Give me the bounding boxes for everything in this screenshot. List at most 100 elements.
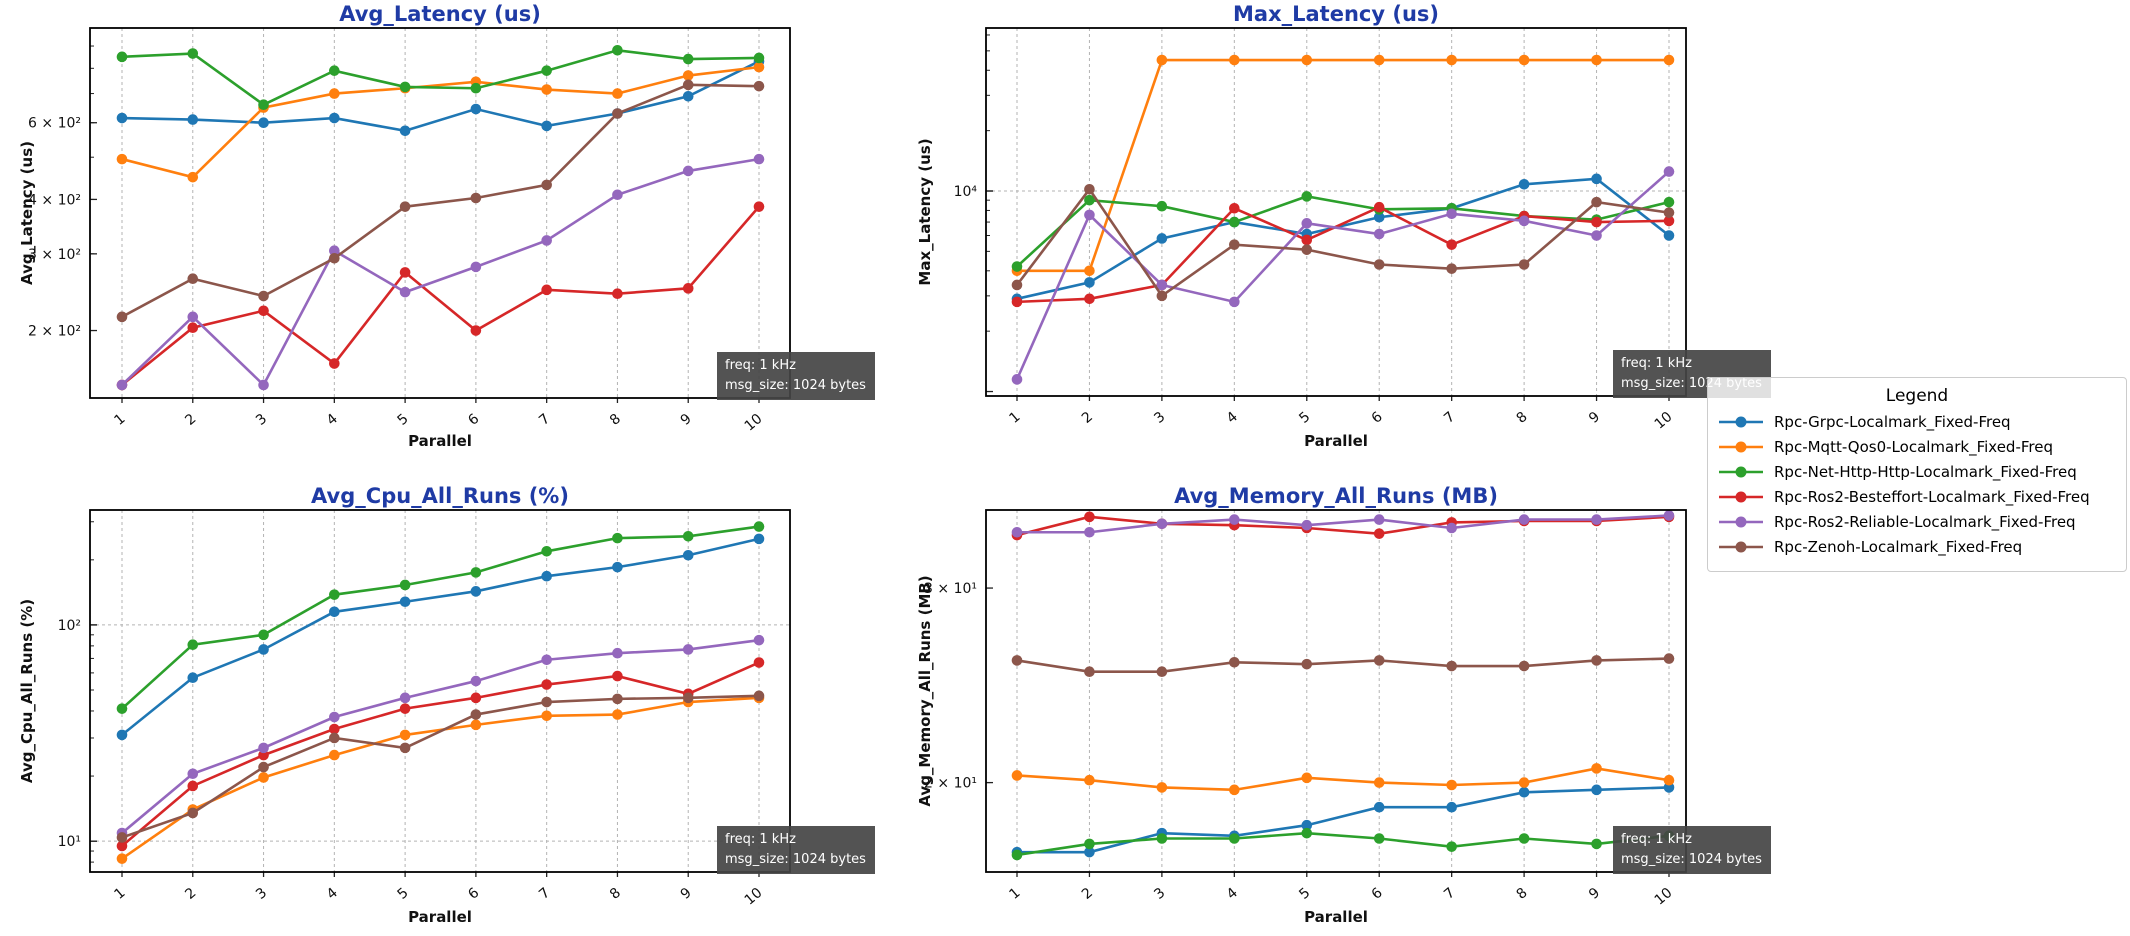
data-point-marker <box>187 171 199 183</box>
y-tick-label: 3 × 10¹ <box>924 581 977 597</box>
data-point-marker <box>399 703 411 714</box>
data-point-marker <box>541 84 552 95</box>
data-point-marker <box>1446 263 1457 274</box>
data-point-marker <box>1591 216 1602 228</box>
legend-line-marker-icon <box>1719 541 1763 553</box>
data-point-marker <box>329 253 340 264</box>
data-point-marker <box>612 709 623 720</box>
data-point-marker <box>541 654 552 666</box>
data-point-marker <box>116 840 128 852</box>
data-point-marker <box>682 53 694 65</box>
data-point-marker <box>1518 54 1530 66</box>
data-point-marker <box>1011 296 1023 308</box>
legend-line-marker-icon <box>1719 441 1763 453</box>
data-point-marker <box>116 112 128 124</box>
data-point-marker <box>612 561 623 573</box>
series-line <box>121 157 760 388</box>
data-point-marker <box>1518 660 1530 672</box>
x-tick-label: 6 <box>465 885 482 903</box>
data-point-marker <box>399 579 411 591</box>
data-point-marker <box>612 189 623 201</box>
series-line <box>121 694 760 839</box>
data-point-marker <box>258 99 269 110</box>
data-point-marker <box>612 693 623 705</box>
data-point-marker <box>1084 838 1095 850</box>
x-tick-label: 7 <box>536 411 553 429</box>
data-point-marker <box>1301 658 1313 670</box>
x-axis-label-max-latency: Parallel <box>1304 432 1368 450</box>
data-point-marker <box>1591 655 1602 666</box>
data-point-marker <box>541 546 552 557</box>
x-axis-label-avg-latency: Parallel <box>408 432 472 450</box>
data-point-marker <box>258 117 269 129</box>
x-tick-label: 8 <box>1514 409 1531 427</box>
data-point-marker <box>187 807 199 819</box>
x-tick-label: 4 <box>1224 885 1241 903</box>
data-point-marker <box>682 79 694 91</box>
annotation-msg-size: msg_size: 1024 bytes <box>1621 852 1762 868</box>
data-point-marker <box>1156 666 1168 678</box>
x-tick-label: 10 <box>1652 885 1676 909</box>
data-point-marker <box>1229 514 1240 525</box>
data-point-marker <box>1229 656 1240 668</box>
data-point-marker <box>187 48 199 59</box>
data-point-marker <box>1084 183 1095 195</box>
data-point-marker <box>1663 230 1675 241</box>
data-point-marker <box>1373 259 1385 270</box>
data-point-marker <box>470 675 482 687</box>
data-point-marker <box>1663 196 1675 208</box>
data-point-marker <box>470 709 482 720</box>
data-point-marker <box>1084 277 1095 288</box>
x-tick-label: 6 <box>1369 885 1386 903</box>
data-point-marker <box>1591 230 1602 241</box>
data-point-marker <box>1301 218 1313 229</box>
data-point-marker <box>1301 234 1313 246</box>
data-point-marker <box>753 52 765 64</box>
x-tick-label: 7 <box>1441 885 1458 903</box>
data-point-marker <box>1229 202 1240 214</box>
data-point-marker <box>187 114 199 125</box>
data-point-marker <box>329 112 340 124</box>
data-point-marker <box>258 305 269 317</box>
data-point-marker <box>470 82 482 94</box>
series-line <box>1015 187 1670 298</box>
annotation-freq: freq: 1 kHz <box>1621 356 1692 371</box>
data-point-marker <box>1084 511 1095 523</box>
data-point-marker <box>682 530 694 542</box>
data-point-marker <box>753 521 765 532</box>
x-tick-label: 3 <box>1151 409 1168 427</box>
data-point-marker <box>1156 518 1168 530</box>
data-point-marker <box>470 719 482 731</box>
legend-item-label: Rpc-Mqtt-Qos0-Localmark_Fixed-Freq <box>1774 438 2053 456</box>
data-point-marker <box>1229 784 1240 796</box>
series-line <box>1016 177 1670 301</box>
data-point-marker <box>612 647 623 659</box>
data-point-marker <box>329 749 340 761</box>
data-point-marker <box>1373 201 1385 213</box>
legend-item-grpc: Rpc-Grpc-Localmark_Fixed-Freq <box>1718 413 2116 431</box>
data-point-marker <box>1373 655 1385 666</box>
x-tick-label: 9 <box>1586 885 1603 903</box>
series-line <box>121 65 760 179</box>
data-point-marker <box>1156 290 1168 302</box>
data-point-marker <box>258 644 269 655</box>
x-tick-label: 1 <box>111 411 128 429</box>
x-tick-label: 2 <box>182 885 199 903</box>
data-point-marker <box>116 153 128 165</box>
data-point-marker <box>612 532 623 544</box>
legend-line-marker-icon <box>1719 416 1763 428</box>
series-line <box>121 205 760 386</box>
data-point-marker <box>399 596 411 608</box>
series-line <box>121 696 760 860</box>
annotation-freq: freq: 1 kHz <box>725 358 796 373</box>
x-tick-label: 9 <box>678 885 695 903</box>
data-point-marker <box>1446 208 1457 220</box>
data-point-marker <box>258 742 269 754</box>
data-point-marker <box>1156 54 1168 66</box>
data-point-marker <box>258 772 269 783</box>
data-point-marker <box>116 703 128 714</box>
legend-title: Legend <box>1885 386 1949 406</box>
data-point-marker <box>753 634 765 646</box>
data-point-marker <box>1446 522 1457 534</box>
